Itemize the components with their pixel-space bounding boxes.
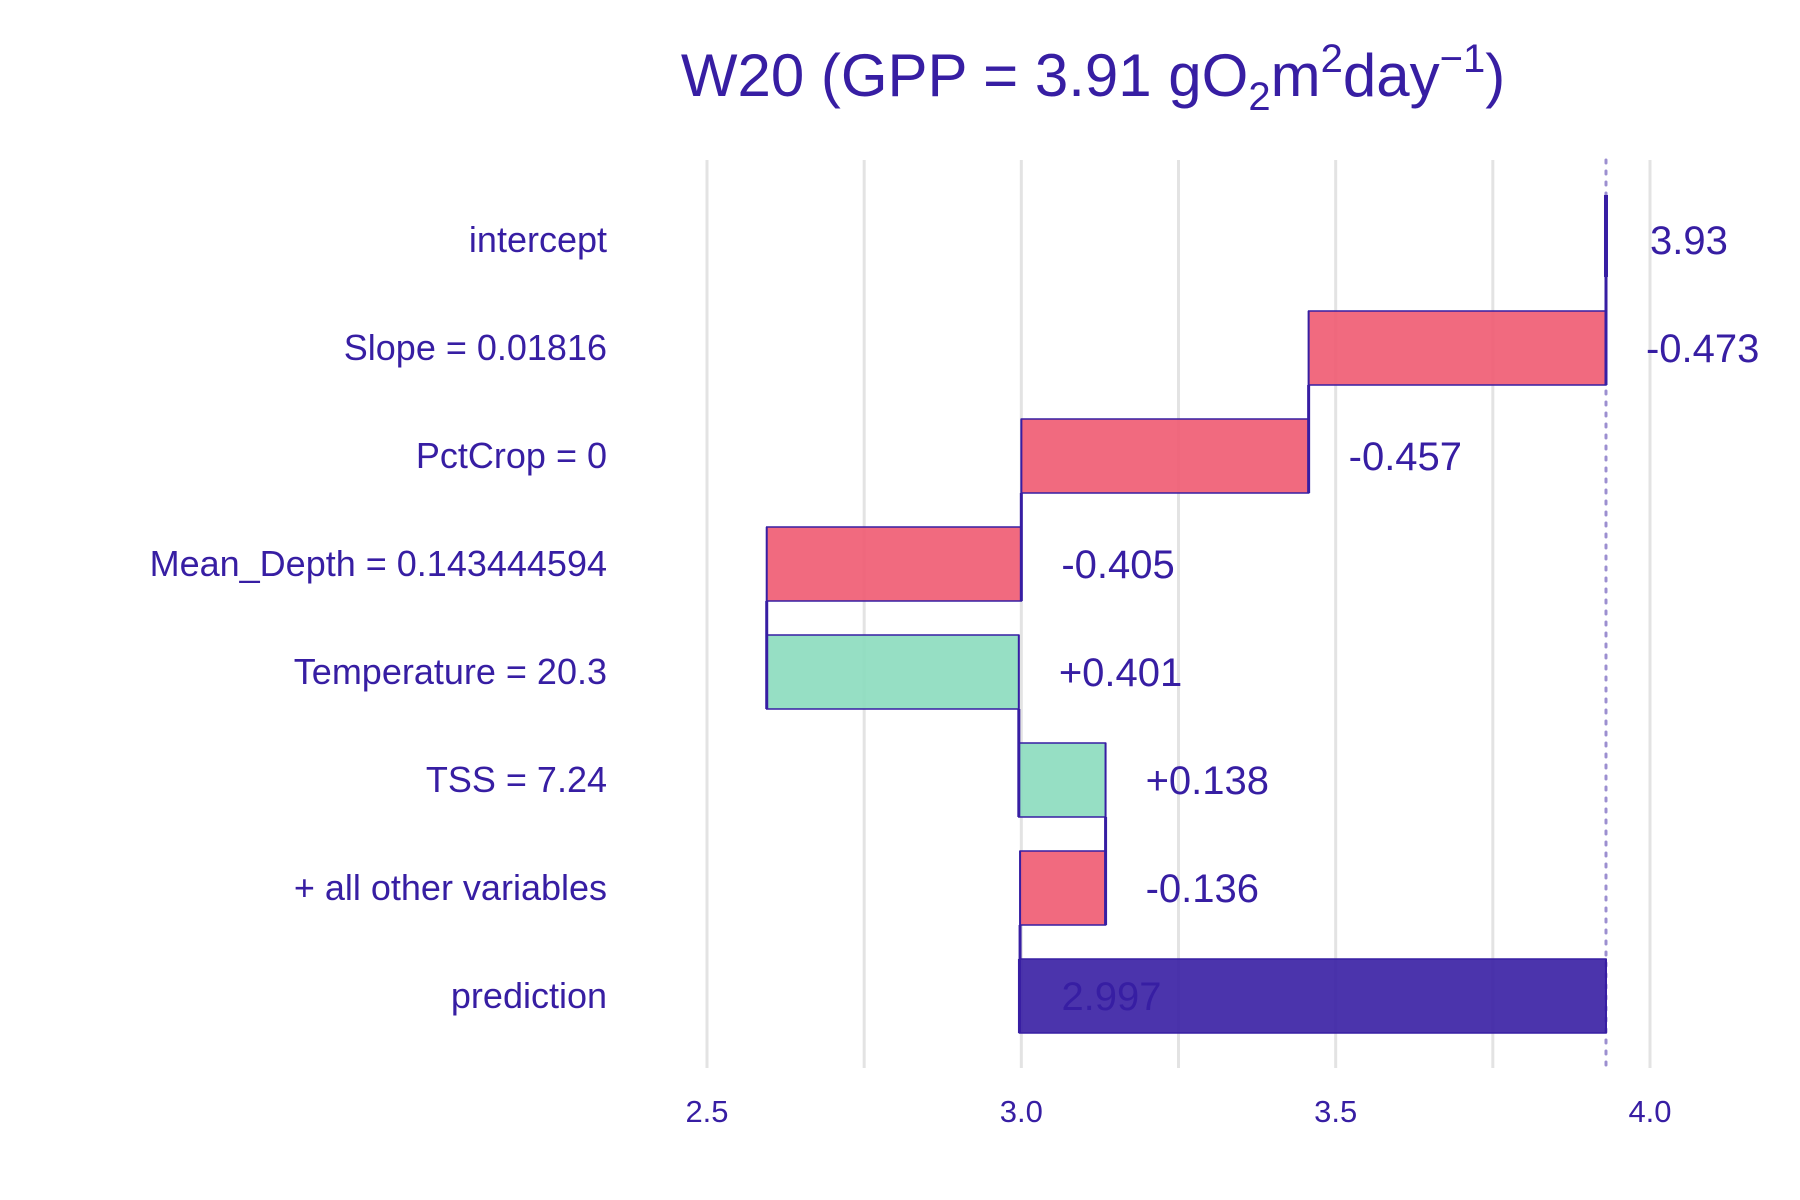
bars (765, 195, 1608, 1034)
category-label: prediction (451, 975, 607, 1016)
value-label: -0.136 (1146, 867, 1259, 911)
value-label: -0.405 (1061, 543, 1174, 587)
category-label: + all other variables (294, 867, 607, 908)
category-label: Mean_Depth = 0.143444594 (150, 543, 607, 584)
category-labels: intercept Slope = 0.01816 PctCrop = 0 Mean_… (150, 219, 607, 1016)
chart-title: W20 (GPP = 3.91 gO2m2day−1) (681, 37, 1505, 119)
value-label: +0.138 (1146, 759, 1269, 803)
bar-positive (765, 634, 1020, 710)
bar-prediction (1018, 958, 1607, 1034)
value-label: 3.93 (1650, 219, 1728, 263)
category-label: Slope = 0.01816 (344, 327, 607, 368)
bar-negative (765, 526, 1023, 602)
x-tick-label: 3.5 (1314, 1094, 1357, 1129)
category-label: TSS = 7.24 (426, 759, 607, 800)
category-label: Temperature = 20.3 (294, 651, 607, 692)
x-tick-label: 2.5 (685, 1094, 728, 1129)
category-label: intercept (469, 219, 607, 260)
x-axis-ticks: 2.5 3.0 3.5 4.0 (685, 1094, 1671, 1129)
bar-positive (1018, 742, 1107, 818)
value-labels: 3.93 -0.473 -0.457 -0.405 +0.401 +0.138 -0.136… (1059, 219, 1760, 1019)
x-tick-label: 3.0 (1000, 1094, 1043, 1129)
value-label: 2.997 (1061, 975, 1161, 1019)
value-label: +0.401 (1059, 651, 1182, 695)
category-label: PctCrop = 0 (416, 435, 607, 476)
bar-negative (1019, 850, 1107, 926)
value-label: -0.473 (1646, 327, 1759, 371)
x-tick-label: 4.0 (1628, 1094, 1671, 1129)
grid-lines (705, 160, 1652, 1068)
bar-negative (1307, 310, 1607, 386)
value-label: -0.457 (1349, 435, 1462, 479)
bar-negative (1020, 418, 1310, 494)
